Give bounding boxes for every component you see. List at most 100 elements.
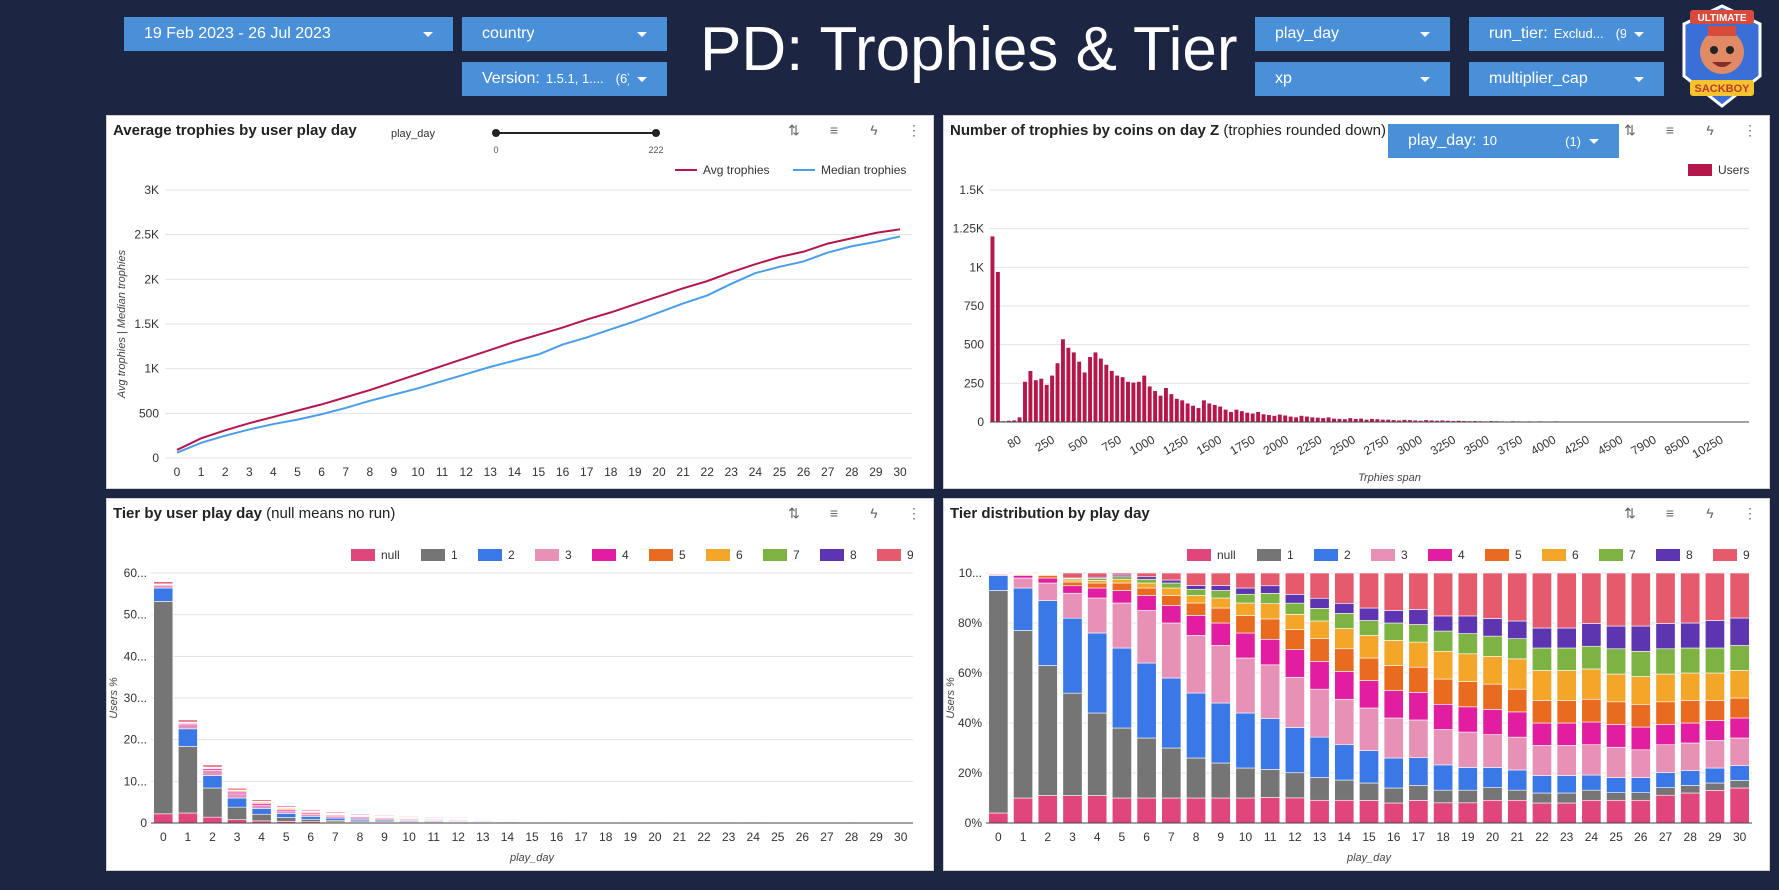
bar-segment-3 (522, 820, 542, 822)
bar-segment-1 (325, 819, 346, 823)
histogram-bar (1353, 418, 1358, 422)
play-day-slider[interactable]: play_day 0 222 (391, 128, 664, 155)
play-day-value-filter[interactable]: play_day: 10 (1) (1388, 124, 1619, 158)
bar-segment-6 (399, 817, 419, 819)
bar-segment-7 (1087, 578, 1108, 581)
y-tick-label: 40% (958, 716, 982, 730)
histogram-bar (1256, 411, 1261, 422)
bar-segment-3 (423, 819, 444, 822)
sort-icon[interactable]: ⇅ (1624, 505, 1636, 521)
bar-segment-5 (1433, 678, 1454, 705)
bolt-icon[interactable]: ϟ (1706, 122, 1714, 138)
x-tick-label: 19 (624, 830, 638, 844)
bar-segment-4 (350, 816, 370, 819)
multiplier-cap-filter[interactable]: multiplier_cap (1469, 62, 1664, 96)
bar-segment-8 (1704, 620, 1725, 649)
bar-segment-4 (423, 818, 444, 821)
bar-segment-4 (1334, 671, 1355, 700)
bar-segment-5 (1680, 700, 1701, 724)
x-tick-label: 12 (452, 830, 466, 844)
bar-segment-8 (1111, 574, 1132, 578)
filter-icon[interactable]: ≡ (829, 505, 839, 521)
bar-segment-1 (1309, 777, 1330, 801)
bar-segment-7 (1556, 647, 1577, 671)
more-icon[interactable]: ⋮ (907, 122, 921, 138)
run-tier-filter-label: run_tier: (1489, 25, 1548, 42)
filter-icon[interactable]: ≡ (1665, 505, 1675, 521)
bar-segment-9 (571, 818, 592, 821)
version-filter-label: Version: (482, 70, 540, 87)
y-tick-label: 10... (959, 566, 982, 580)
bar-segment-7 (1260, 593, 1281, 604)
x-tick-label: 6 (318, 465, 325, 479)
x-tick-label: 5 (294, 465, 301, 479)
sort-icon[interactable]: ⇅ (788, 505, 800, 521)
filter-icon[interactable]: ≡ (1665, 122, 1675, 138)
date-range-selector[interactable]: 19 Feb 2023 - 26 Jul 2023 (124, 17, 453, 51)
y-tick-label: 0 (140, 816, 147, 830)
bar-segment-3 (1235, 657, 1256, 714)
bolt-icon[interactable]: ϟ (1706, 505, 1714, 521)
x-tick-label: 14 (508, 465, 522, 479)
legend-label: 3 (1401, 548, 1408, 562)
slider-handle-max[interactable] (652, 129, 660, 137)
histogram-bar (1489, 421, 1494, 422)
bar-segment-4 (1556, 722, 1577, 746)
country-filter[interactable]: country (462, 17, 667, 51)
play-day-filter[interactable]: play_day (1255, 17, 1450, 51)
bolt-icon[interactable]: ϟ (870, 122, 878, 138)
histogram-bar (1093, 352, 1098, 422)
x-tick-label: 24 (1585, 830, 1599, 844)
bar-segment-8 (1383, 610, 1404, 624)
histogram-bar (1266, 415, 1271, 422)
histogram-bar (1299, 415, 1304, 422)
slider-handle-min[interactable] (492, 129, 500, 137)
x-axis-label: play_day (1346, 852, 1393, 864)
sort-icon[interactable]: ⇅ (1624, 122, 1636, 138)
histogram-bar (1039, 378, 1044, 422)
bar-segment-1 (1482, 787, 1503, 801)
bar-segment-null (1729, 787, 1750, 824)
bar-segment-null (1680, 792, 1701, 824)
bar-segment-1 (1680, 785, 1701, 794)
x-tick-label: 1 (198, 465, 205, 479)
histogram-bar (1142, 375, 1147, 422)
sort-icon[interactable]: ⇅ (788, 122, 800, 138)
bar-segment-null (1210, 797, 1231, 824)
bar-segment-1 (177, 746, 198, 814)
bar-segment-9 (177, 719, 198, 723)
bar-segment-null (202, 816, 223, 824)
bar-segment-5 (1507, 688, 1528, 713)
bar-segment-4 (1680, 722, 1701, 744)
more-icon[interactable]: ⋮ (1743, 505, 1757, 521)
histogram-bar (1098, 358, 1103, 422)
histogram-bar (1185, 403, 1190, 422)
y-tick-label: 0 (977, 415, 984, 429)
bar-segment-9 (1457, 572, 1478, 617)
bar-segment-6 (1136, 582, 1157, 589)
x-tick-label: 4500 (1595, 432, 1625, 458)
x-axis-label: Trphies span (1358, 472, 1421, 484)
bar-segment-4 (325, 815, 346, 817)
chevron-down-icon (1634, 31, 1644, 37)
bar-segment-9 (1507, 572, 1528, 622)
bar-segment-1 (1087, 712, 1108, 796)
x-axis-label: play_day (509, 852, 556, 864)
more-icon[interactable]: ⋮ (907, 505, 921, 521)
bar-segment-1 (251, 813, 272, 822)
histogram-bar (1131, 382, 1136, 422)
bar-segment-1 (1359, 782, 1379, 801)
filter-icon[interactable]: ≡ (829, 122, 839, 138)
version-filter[interactable]: Version: 1.5.1, 1.... (6) (462, 62, 667, 96)
bolt-icon[interactable]: ϟ (870, 505, 878, 521)
coins-panel: Number of trophies by coins on day Z (tr… (943, 115, 1770, 489)
bar-segment-3 (571, 821, 592, 823)
histogram-bar (1445, 420, 1450, 422)
y-tick-label: 20... (124, 733, 147, 747)
histogram-bar (1050, 375, 1055, 422)
xp-filter[interactable]: xp (1255, 62, 1450, 96)
x-tick-label: 30 (894, 830, 908, 844)
run-tier-filter[interactable]: run_tier: Exclud... (9) (1469, 17, 1664, 51)
more-icon[interactable]: ⋮ (1743, 122, 1757, 138)
y-tick-label: 30... (124, 691, 147, 705)
